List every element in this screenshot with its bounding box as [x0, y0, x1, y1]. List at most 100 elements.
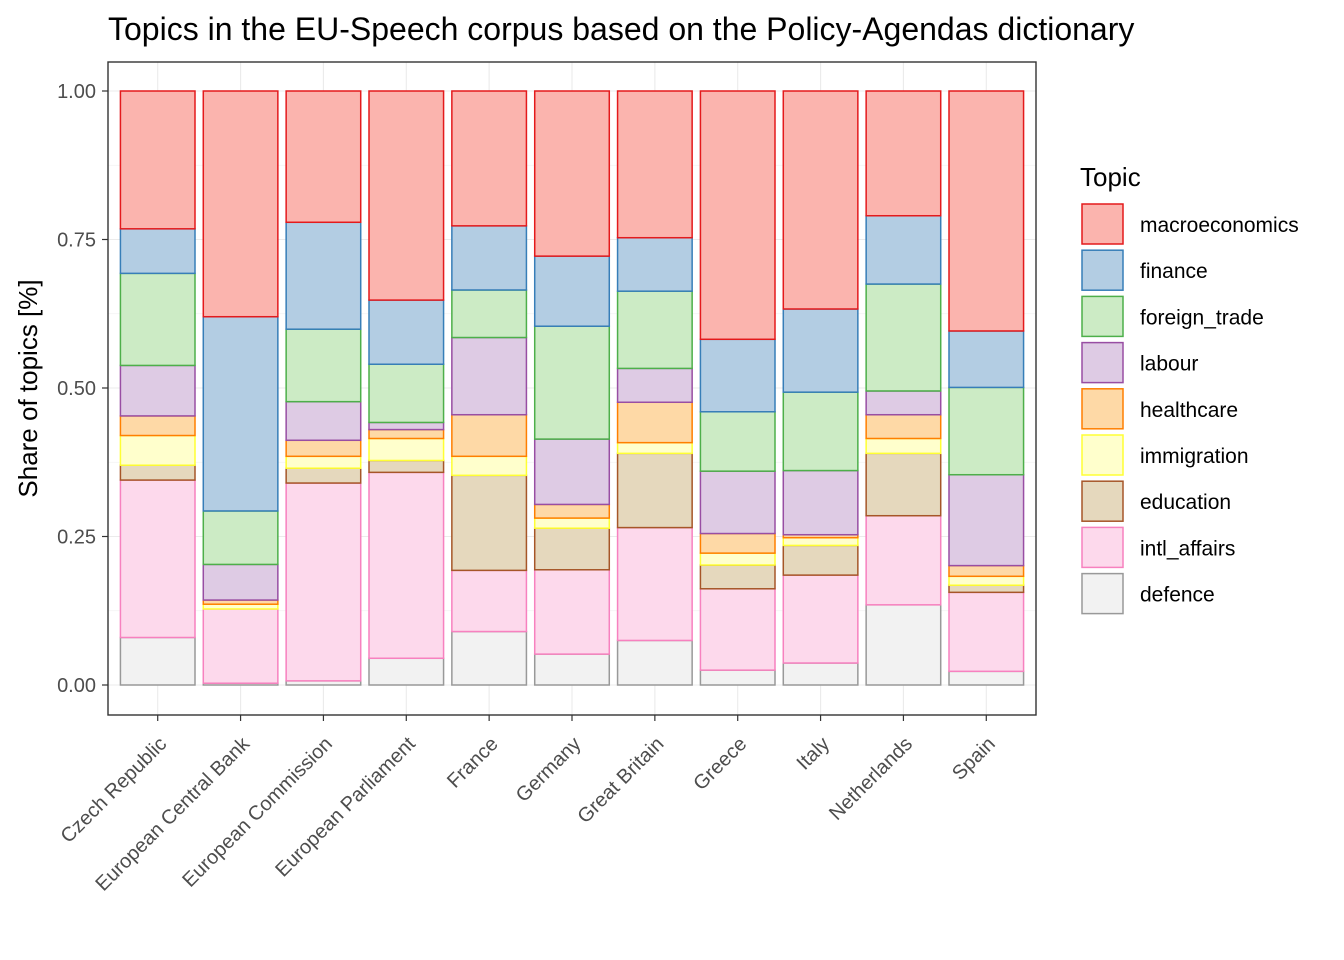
- bar-european-commission-immigration: [285, 455, 362, 469]
- bar-italy-macroeconomics: [782, 90, 859, 310]
- bar-france-healthcare: [451, 413, 528, 458]
- bar-european-central-bank-finance: [202, 315, 279, 512]
- y-tick-label: 0.25: [57, 527, 96, 549]
- bar-germany-finance: [533, 255, 611, 327]
- bar-european-parliament-healthcare: [368, 428, 445, 440]
- bar-germany-foreign-trade: [533, 325, 611, 440]
- bar-european-commission-intl-affairs: [285, 482, 362, 682]
- bar-european-parliament-intl-affairs: [368, 471, 445, 660]
- legend-label-finance: finance: [1140, 260, 1208, 283]
- legend-key-labour: [1081, 341, 1124, 384]
- legend-key-immigration: [1081, 434, 1124, 476]
- bar-european-commission-healthcare: [285, 439, 362, 458]
- bar-european-central-bank-labour: [202, 563, 279, 601]
- bar-great-britain-healthcare: [616, 401, 693, 444]
- bar-czech-republic-macroeconomics: [119, 90, 196, 230]
- legend-title: Topic: [1080, 162, 1141, 192]
- bar-european-parliament-defence: [368, 657, 445, 686]
- y-axis: 0.00 0.25 0.50 0.75 1.00: [57, 81, 108, 697]
- y-tick-label: 1.00: [57, 81, 96, 103]
- bar-france-education: [451, 474, 528, 572]
- bar-greece-healthcare: [699, 532, 776, 554]
- bar-germany-defence: [533, 653, 611, 686]
- y-tick-label: 0.75: [57, 230, 96, 252]
- bar-spain-healthcare: [948, 564, 1025, 578]
- bar-european-commission-labour: [285, 400, 362, 442]
- bar-great-britain-defence: [616, 639, 693, 686]
- bar-spain-labour: [948, 473, 1025, 567]
- bar-netherlands-labour: [865, 390, 942, 416]
- bar-greece-finance: [699, 338, 776, 413]
- bar-netherlands-intl-affairs: [865, 514, 942, 606]
- bar-italy-finance: [782, 308, 859, 393]
- bar-european-parliament-foreign-trade: [368, 363, 445, 424]
- bar-netherlands-foreign-trade: [865, 283, 942, 392]
- bar-netherlands-education: [865, 452, 942, 517]
- bar-european-central-bank-macroeconomics: [202, 90, 279, 318]
- chart-title: Topics in the EU-Speech corpus based on …: [108, 11, 1134, 47]
- bar-czech-republic-intl-affairs: [119, 479, 196, 639]
- bar-greece-education: [699, 564, 776, 590]
- bar-italy-foreign-trade: [782, 391, 859, 472]
- bar-great-britain-foreign-trade: [616, 290, 693, 370]
- legend-label-education: education: [1140, 491, 1231, 514]
- bar-great-britain-immigration: [616, 441, 693, 455]
- bar-spain-immigration: [948, 575, 1025, 586]
- x-tick-label: European Commission: [178, 733, 337, 892]
- legend-label-healthcare: healthcare: [1140, 399, 1238, 422]
- legend-label-foreign-trade: foreign_trade: [1140, 306, 1264, 329]
- bar-greece-labour: [699, 470, 776, 535]
- bar-france-macroeconomics: [451, 90, 528, 227]
- bar-netherlands-macroeconomics: [865, 90, 942, 217]
- x-tick-label: Germany: [512, 733, 586, 807]
- legend-label-defence: defence: [1140, 584, 1215, 607]
- bar-greece-immigration: [699, 552, 776, 566]
- bar-czech-republic-labour: [119, 364, 196, 417]
- bar-greece-intl-affairs: [699, 588, 776, 671]
- bar-spain-defence: [948, 670, 1025, 686]
- legend-key-education: [1081, 480, 1124, 522]
- bar-great-britain-macroeconomics: [616, 90, 693, 239]
- bar-italy-intl-affairs: [782, 574, 859, 664]
- x-tick-label: France: [443, 733, 503, 793]
- bar-european-central-bank-intl-affairs: [202, 608, 279, 684]
- bar-france-defence: [451, 630, 528, 686]
- legend-label-macroeconomics: macroeconomics: [1140, 214, 1299, 237]
- bar-germany-intl-affairs: [533, 569, 611, 655]
- bar-france-immigration: [451, 455, 528, 477]
- legend-label-labour: labour: [1140, 353, 1198, 376]
- bar-france-finance: [451, 225, 528, 291]
- bar-italy-defence: [782, 662, 859, 686]
- bar-italy-immigration: [782, 536, 859, 547]
- legend-key-foreign-trade: [1081, 295, 1124, 338]
- y-axis-title: Share of topics [%]: [13, 279, 43, 497]
- x-tick-label: European Parliament: [271, 733, 420, 882]
- y-tick-label: 0.50: [57, 378, 96, 400]
- bar-czech-republic-education: [119, 464, 196, 481]
- bar-czech-republic-healthcare: [119, 415, 196, 437]
- bar-spain-foreign-trade: [948, 386, 1025, 476]
- legend: Topic macroeconomics finance foreign_trade…: [1080, 162, 1299, 615]
- bar-great-britain-education: [616, 452, 693, 529]
- bar-greece-defence: [699, 669, 776, 686]
- bar-czech-republic-immigration: [119, 434, 196, 466]
- bar-czech-republic-foreign-trade: [119, 272, 196, 367]
- bar-france-foreign-trade: [451, 289, 528, 339]
- bar-european-commission-foreign-trade: [285, 328, 362, 403]
- legend-key-macroeconomics: [1081, 203, 1124, 245]
- bar-spain-education: [948, 584, 1025, 594]
- bar-european-parliament-immigration: [368, 437, 445, 462]
- bar-germany-education: [533, 527, 611, 571]
- bar-great-britain-labour: [616, 367, 693, 404]
- bar-spain-macroeconomics: [948, 90, 1025, 332]
- bar-great-britain-intl-affairs: [616, 526, 693, 642]
- x-tick-label: Great Britain: [573, 733, 668, 828]
- legend-key-finance: [1081, 249, 1124, 291]
- x-tick-label: Italy: [793, 733, 834, 774]
- x-tick-label: Spain: [948, 733, 1000, 785]
- bar-european-parliament-macroeconomics: [368, 90, 445, 301]
- bar-great-britain-finance: [616, 236, 693, 292]
- legend-label-immigration: immigration: [1140, 445, 1249, 468]
